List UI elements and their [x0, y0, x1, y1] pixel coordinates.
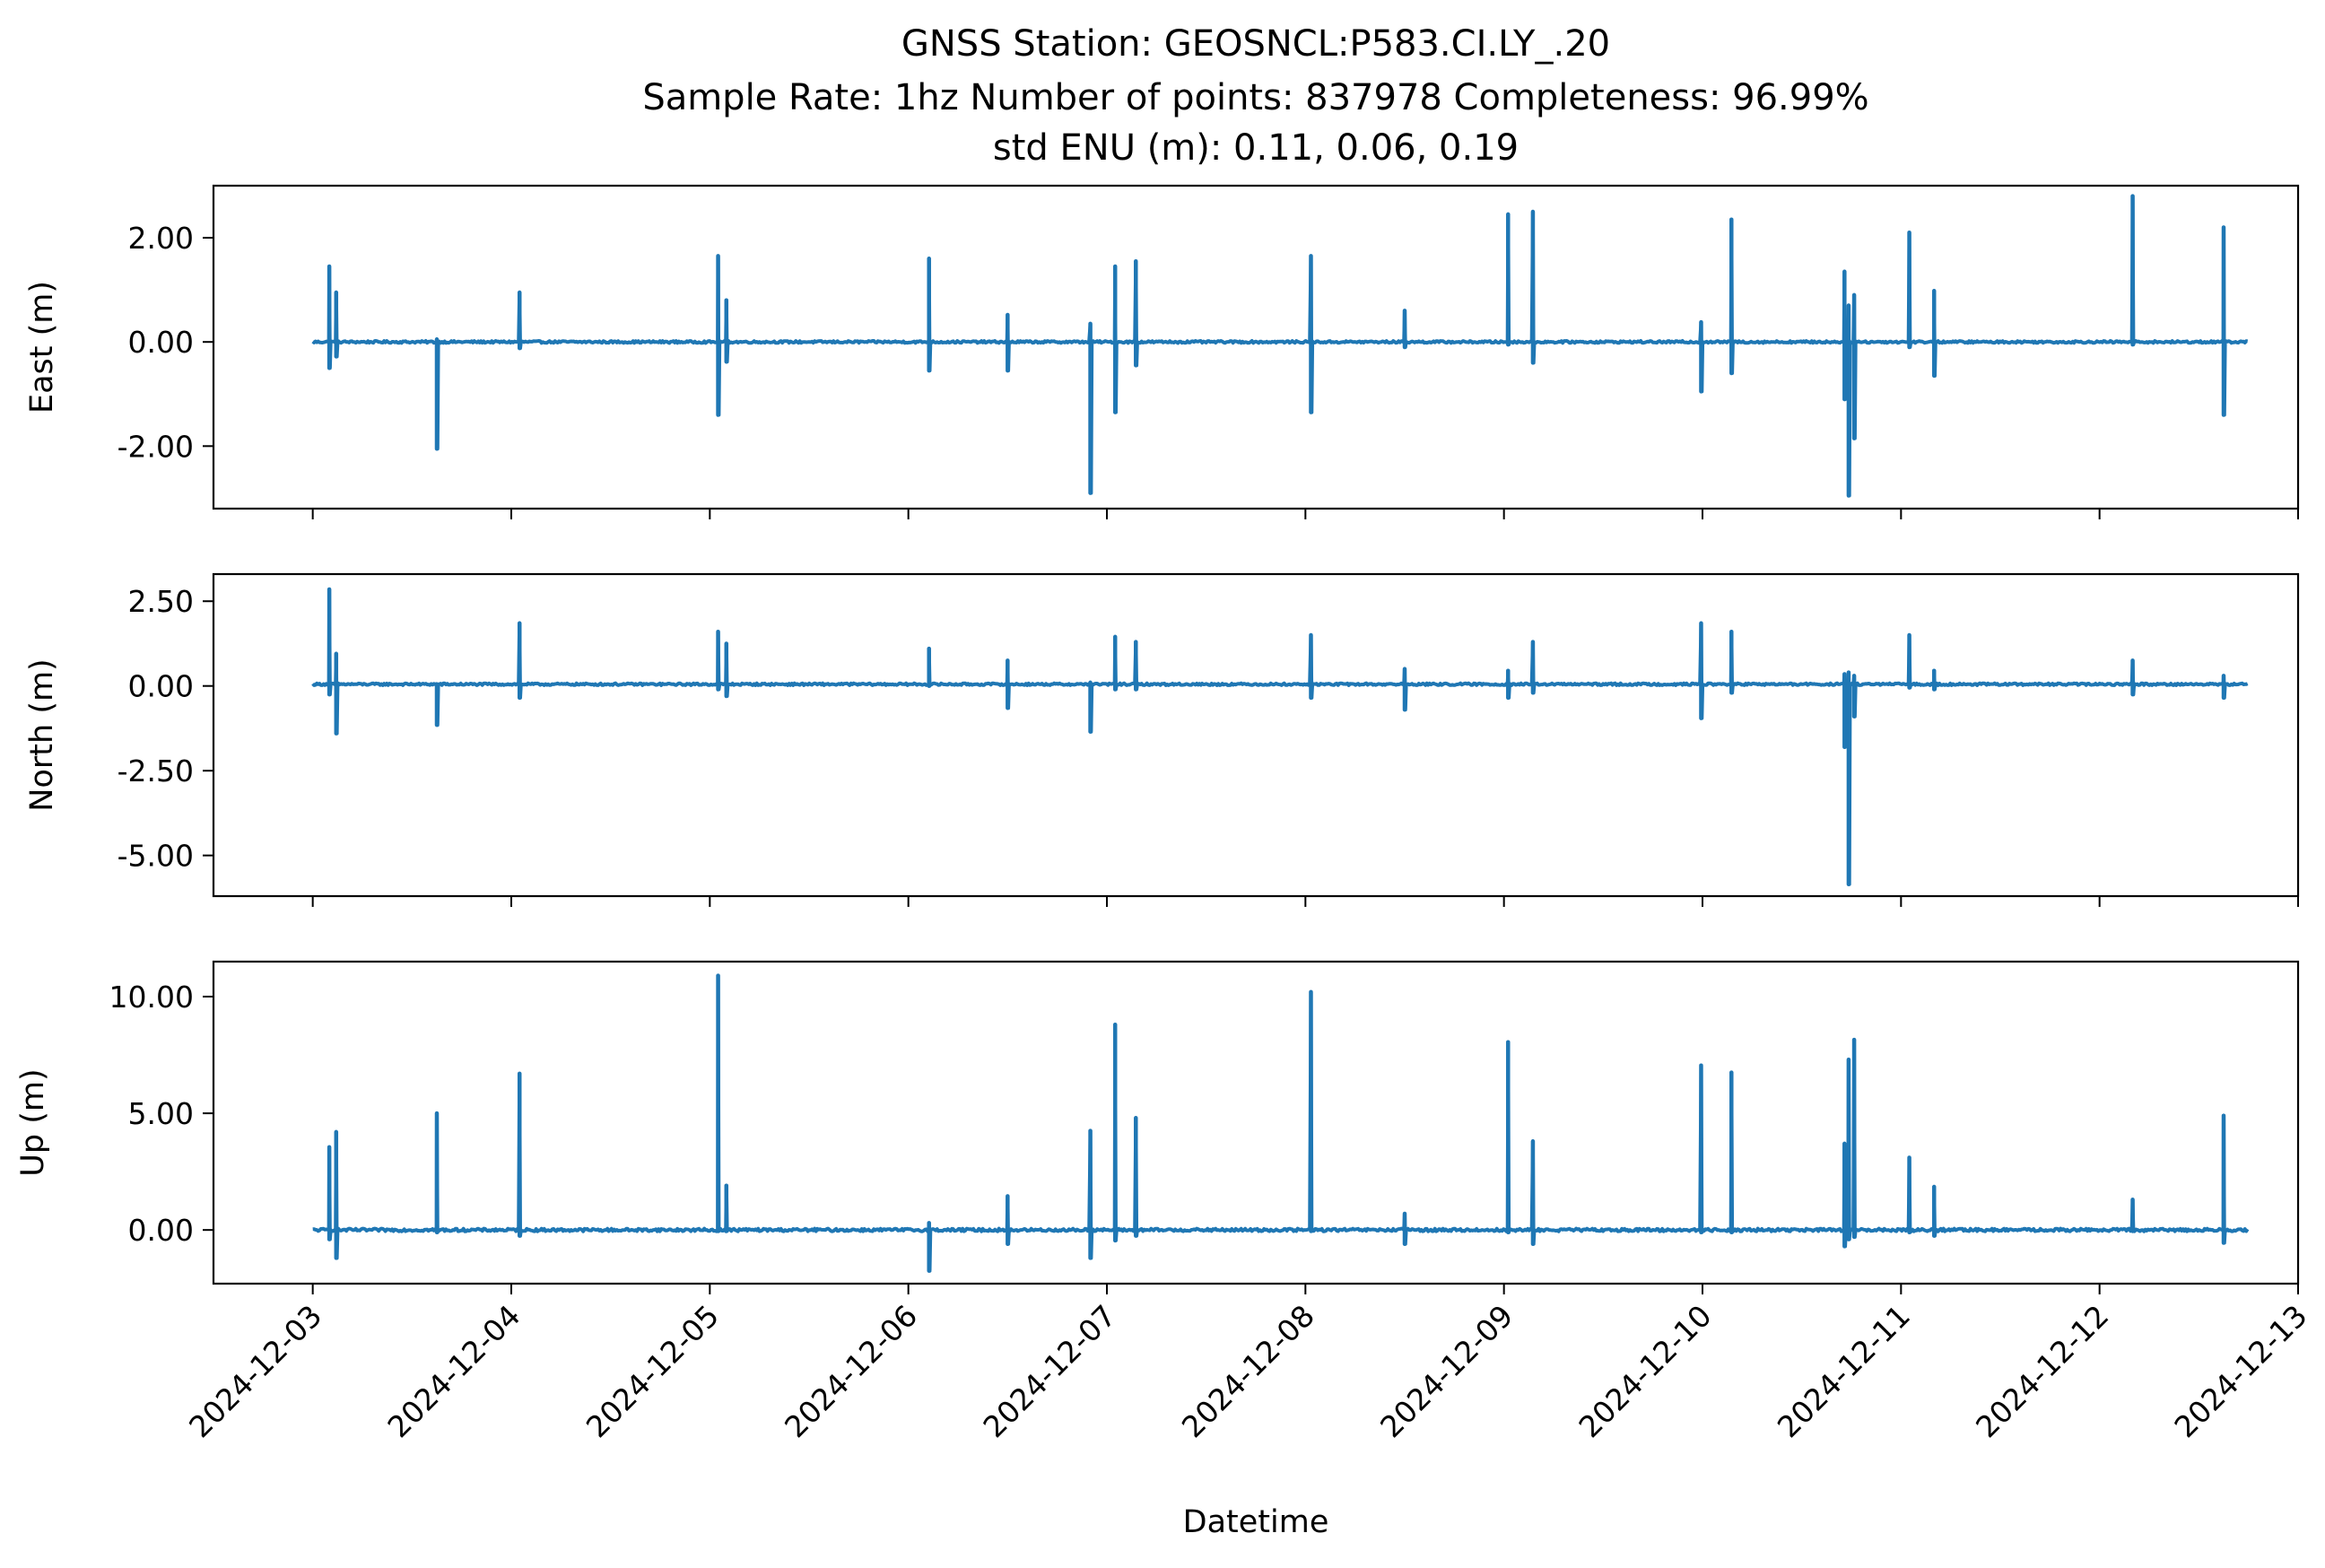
- north-ytick-label-1: 0.00: [128, 669, 194, 704]
- up-ytick-label-2: 0.00: [128, 1213, 194, 1248]
- x-axis-label: Datetime: [1183, 1504, 1329, 1540]
- up-axes-frame: [212, 960, 2300, 1285]
- up-ytick-label-1: 5.00: [128, 1096, 194, 1131]
- north-ylabel: North (m): [24, 658, 60, 811]
- east-axes-frame: [212, 184, 2300, 510]
- east-ylabel: East (m): [24, 281, 60, 414]
- east-subplot: 2.00 0.00 -2.00: [118, 184, 2300, 519]
- north-series-line: [311, 588, 2249, 886]
- chart-title-line-3: std ENU (m): 0.11, 0.06, 0.19: [993, 127, 1519, 169]
- north-ytick-label-2: -2.50: [118, 754, 194, 788]
- up-series-line: [312, 973, 2250, 1273]
- chart-title-line-1: GNSS Station: GEOSNCL:P583.CI.LY_.20: [901, 23, 1610, 65]
- up-ytick-label-0: 10.00: [109, 980, 194, 1015]
- east-ytick-label-2: -2.00: [118, 429, 194, 464]
- east-series-line: [311, 194, 2249, 498]
- north-ytick-label-0: 2.50: [128, 584, 194, 619]
- north-ytick-label-3: -5.00: [118, 839, 194, 874]
- north-subplot: 2.50 0.00 -2.50 -5.00: [118, 572, 2300, 907]
- east-ytick-label-0: 2.00: [128, 221, 194, 256]
- up-ylabel: Up (m): [15, 1068, 51, 1176]
- east-ytick-label-1: 0.00: [128, 325, 194, 360]
- chart-title-line-2: Sample Rate: 1hz Number of points: 83797…: [642, 77, 1868, 118]
- north-axes-frame: [212, 572, 2300, 898]
